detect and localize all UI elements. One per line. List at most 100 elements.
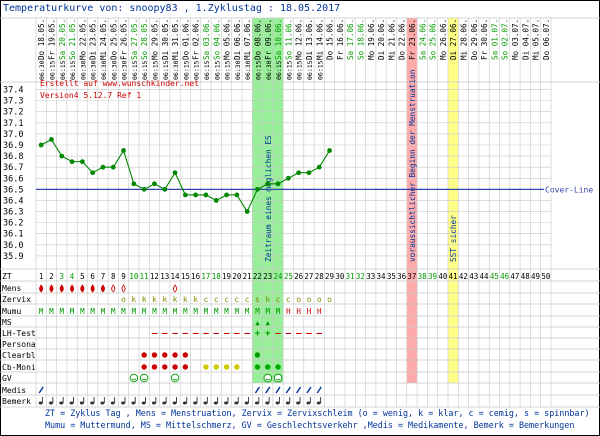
zervix-mark: k — [142, 295, 147, 304]
lh-test-mark: + — [255, 329, 261, 339]
clearblue-dot — [151, 352, 158, 358]
time-label: 06:15 — [182, 60, 190, 80]
mumu-mark: M — [245, 307, 250, 316]
gv-smiley — [139, 373, 149, 383]
cycle-day-number: 12 — [150, 272, 159, 281]
cycle-day-number: 35 — [387, 272, 396, 281]
zervix-mark: o — [327, 295, 332, 304]
bemerk-note-icon — [100, 401, 105, 405]
time-label: 06:15 — [296, 60, 304, 80]
temperature-point — [131, 181, 137, 187]
date-label: Mi 31.05. — [171, 19, 180, 60]
bemerk-note-icon — [254, 401, 259, 405]
lh-test-mark: – — [286, 329, 292, 339]
gv-smiley — [170, 373, 180, 383]
cb-monitor-dot — [151, 364, 158, 370]
cycle-day-number: 16 — [191, 272, 201, 281]
mumu-mark: M — [101, 307, 106, 316]
row-label: Zervix — [2, 295, 31, 304]
time-label: 06:15 — [162, 60, 170, 80]
mumu-mark: M — [235, 307, 240, 316]
temperature-point — [285, 175, 291, 181]
gv-smiley — [263, 373, 273, 383]
cb-monitor-dot — [182, 364, 189, 370]
row-label: LH-Test — [2, 329, 36, 338]
bemerk-note-icon — [79, 401, 84, 405]
cycle-day-number: 23 — [263, 272, 272, 281]
cycle-day-number: 5 — [80, 272, 85, 281]
cycle-day-number: 33 — [366, 272, 375, 281]
mumu-mark: M — [121, 307, 126, 316]
mumu-mark: H — [317, 307, 322, 316]
mens-drop — [70, 284, 75, 293]
time-label: 06:30 — [110, 60, 118, 80]
y-tick-label: 35.9 — [3, 252, 23, 262]
mumu-mark: M — [214, 307, 219, 316]
gv-smiley — [129, 373, 139, 383]
lh-test-mark: – — [214, 329, 220, 339]
date-label: Sa 20.05. — [58, 19, 67, 60]
lh-test-mark: – — [172, 329, 178, 339]
chart-title: Temperaturkurve von: snoopy83 , 1.Zyklus… — [3, 3, 340, 14]
temperature-point — [69, 159, 75, 165]
date-label: Di 30.05. — [161, 19, 170, 60]
date-label: Di 23.05. — [89, 19, 98, 60]
y-tick-label: 36.8 — [3, 152, 23, 162]
gv-smiley-mouth — [131, 378, 137, 381]
mens-drop — [90, 284, 95, 293]
y-tick-label: 37.0 — [3, 130, 23, 140]
cycle-day-number: 27 — [304, 272, 313, 281]
cycle-day-number: 18 — [212, 272, 222, 281]
bemerk-note-icon — [69, 401, 74, 405]
bemerk-note-icon — [306, 401, 311, 405]
cycle-day-number: 13 — [160, 272, 169, 281]
date-label: Mo 19.06. — [367, 19, 376, 60]
medis-pencil-icon — [254, 386, 261, 394]
time-label: 06:15 — [275, 60, 283, 80]
time-label: 06:15 — [213, 60, 221, 80]
gv-smiley-mouth — [172, 378, 178, 381]
date-label: Mi 05.07. — [532, 19, 541, 60]
version-text: Version4 5.12.7 Ref 1 — [40, 91, 141, 100]
mumu-mark: M — [265, 307, 270, 316]
cycle-day-number: 39 — [428, 272, 437, 281]
cycle-day-number: 41 — [449, 272, 458, 281]
bemerk-note-icon — [48, 401, 53, 405]
row-label: Mumu — [2, 307, 21, 316]
medis-pencil-icon — [296, 386, 302, 394]
date-label: Mi 28.06. — [459, 19, 468, 60]
lh-test-mark: – — [275, 329, 281, 339]
mumu-mark: M — [152, 307, 157, 316]
cycle-day-number: 45 — [490, 272, 499, 281]
mens-drop — [121, 284, 126, 293]
temperature-point — [306, 170, 312, 176]
cycle-day-number: 31 — [346, 272, 355, 281]
temperature-point — [49, 137, 54, 142]
date-label: Do 22.06. — [398, 19, 407, 60]
lh-test-mark: – — [244, 329, 250, 339]
y-tick-label: 36.9 — [3, 141, 23, 151]
y-tick-label: 37.1 — [3, 119, 23, 129]
y-tick-label: 36.6 — [3, 174, 23, 184]
temperature-point — [38, 142, 44, 148]
y-tick-label: 37.2 — [3, 108, 23, 118]
temperature-point — [265, 181, 271, 187]
cb-monitor-dot — [234, 364, 240, 370]
temperature-point — [296, 170, 302, 176]
zervix-mark: k — [265, 295, 270, 304]
cycle-day-number: 49 — [531, 272, 540, 281]
bemerk-note-icon — [316, 401, 321, 405]
time-label: 06:30 — [90, 60, 98, 80]
cycle-day-number: 17 — [201, 272, 210, 281]
bemerk-note-icon — [151, 401, 156, 405]
cb-monitor-dot — [203, 364, 209, 370]
time-label: 06:30 — [172, 60, 180, 80]
row-label: Clearbl — [2, 351, 36, 360]
cycle-day-number: 15 — [181, 272, 190, 281]
cycle-day-number: 50 — [541, 272, 551, 281]
time-label: 06:15 — [316, 60, 324, 80]
cycle-day-number: 14 — [171, 272, 181, 281]
temperature-point — [255, 186, 260, 192]
mumu-mark: H — [286, 307, 291, 316]
